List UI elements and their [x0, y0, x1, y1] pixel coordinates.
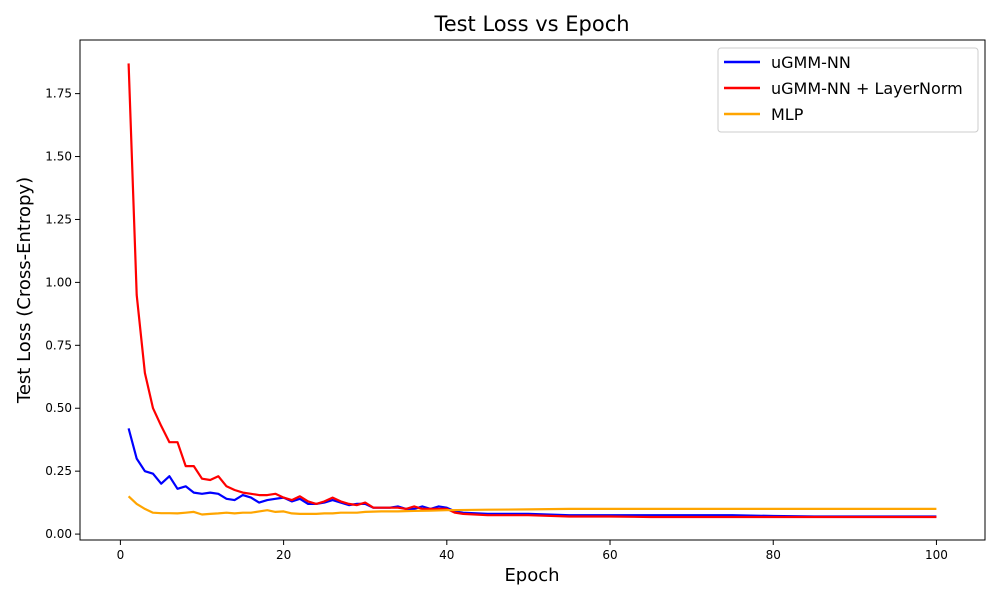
y-axis-label: Test Loss (Cross-Entropy) — [14, 177, 35, 404]
series-line-0 — [127, 428, 937, 518]
x-axis-label: Epoch — [504, 565, 559, 586]
y-tick-label: 0.00 — [45, 527, 72, 541]
chart-title: Test Loss vs Epoch — [433, 12, 629, 36]
y-tick-label: 0.50 — [45, 401, 72, 415]
legend-box — [717, 47, 979, 133]
plot-frame — [79, 39, 986, 541]
x-axis: 0 20 40 60 80 100 — [117, 540, 948, 562]
legend-label: uGMM-NN + LayerNorm — [771, 79, 963, 98]
y-tick-label: 1.75 — [45, 87, 72, 101]
x-tick-label: 100 — [925, 548, 948, 562]
legend: uGMM-NN uGMM-NN + LayerNorm MLP — [717, 47, 979, 133]
legend-label: uGMM-NN — [771, 53, 851, 72]
y-tick-label: 1.25 — [45, 212, 72, 226]
x-tick-label: 80 — [766, 548, 781, 562]
y-tick-label: 0.75 — [45, 338, 72, 352]
y-tick-label: 1.00 — [45, 275, 72, 289]
y-tick-label: 1.50 — [45, 150, 72, 164]
x-tick-label: 60 — [602, 548, 617, 562]
series-line-1 — [127, 63, 937, 519]
x-tick-label: 20 — [276, 548, 291, 562]
y-axis: 0.00 0.25 0.50 0.75 1.00 1.25 1.50 1.75 — [45, 87, 80, 541]
legend-label: MLP — [771, 105, 804, 124]
x-tick-label: 0 — [117, 548, 125, 562]
series-line-2 — [127, 495, 937, 516]
y-tick-label: 0.25 — [45, 464, 72, 478]
plot-area — [127, 63, 937, 519]
x-tick-label: 40 — [439, 548, 454, 562]
